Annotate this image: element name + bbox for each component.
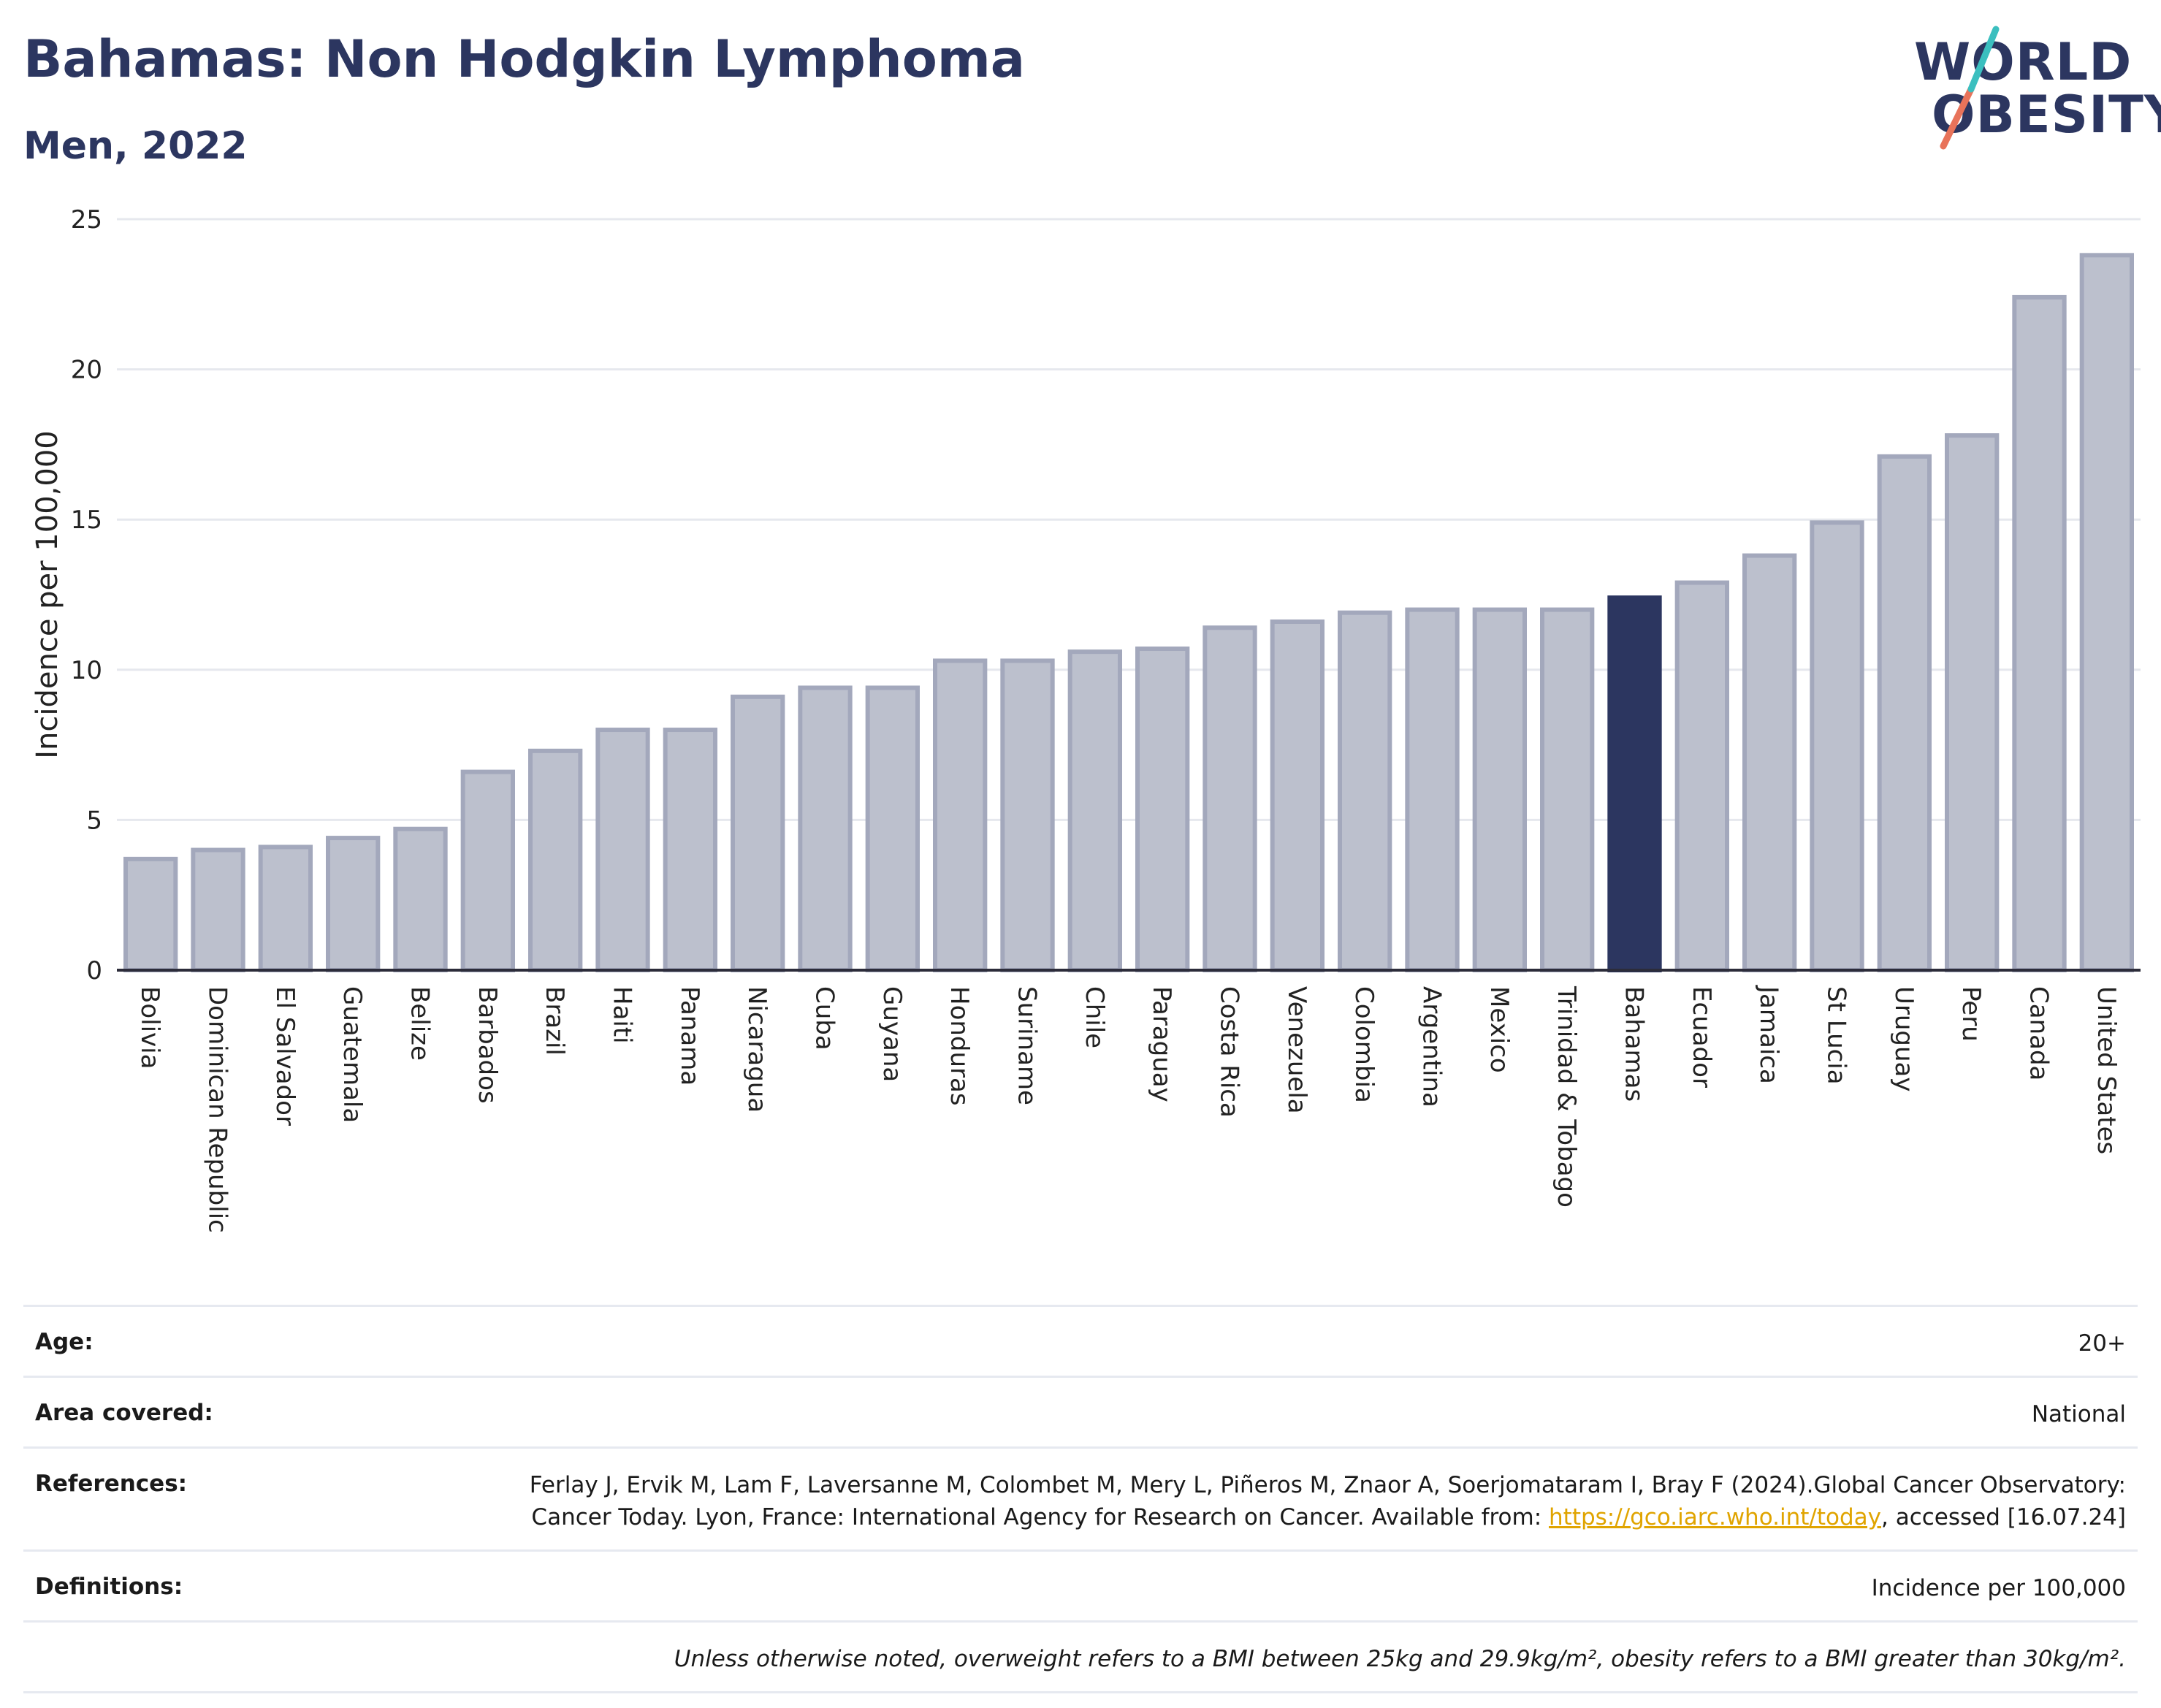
bar-bolivia xyxy=(123,856,178,972)
x-tick-label: Jamaica xyxy=(1754,985,1783,1084)
x-tick-label: Bahamas xyxy=(1620,986,1649,1102)
bar-st-lucia xyxy=(1810,520,1864,972)
bar-nicaragua xyxy=(731,694,785,972)
x-tick-label: Dominican Republic xyxy=(203,986,232,1233)
logo-line-1: WORLD xyxy=(1914,32,2133,92)
x-tick-label: Venezuela xyxy=(1282,986,1311,1114)
x-tick-label: Uruguay xyxy=(1889,986,1918,1092)
bar-mexico xyxy=(1472,607,1527,972)
x-tick-label: Mexico xyxy=(1485,986,1514,1073)
bar-argentina xyxy=(1405,607,1460,972)
age-label: Age: xyxy=(35,1329,94,1355)
x-tick-label: Brazil xyxy=(540,986,569,1056)
y-tick-label: 25 xyxy=(71,205,102,235)
x-tick-label: Chile xyxy=(1080,986,1109,1048)
bar-united-states xyxy=(2079,253,2134,972)
bar-chart: 0 5 10 15 20 25 Incidence per 100,000 Bolivia Do… xyxy=(31,205,2141,1233)
bar-ecuador xyxy=(1674,580,1729,972)
page-title: Bahamas: Non Hodgkin Lymphoma xyxy=(23,29,1026,89)
bar-dominican-republic xyxy=(191,847,245,973)
bar-jamaica xyxy=(1742,553,1797,972)
x-tick-label: Suriname xyxy=(1013,986,1042,1105)
bar-colombia xyxy=(1338,610,1392,972)
bar-guyana xyxy=(865,685,920,972)
x-tick-label: Ecuador xyxy=(1687,986,1716,1088)
meta-row-definitions: Definitions: Incidence per 100,000 xyxy=(23,1549,2138,1620)
bar-suriname xyxy=(1000,658,1055,972)
y-tick-label: 0 xyxy=(86,956,102,985)
x-tick-label: Haiti xyxy=(608,986,637,1044)
meta-row-age: Age: 20+ xyxy=(23,1305,2138,1376)
x-tick-label: United States xyxy=(2092,986,2121,1154)
bar-el-salvador xyxy=(258,845,313,972)
x-tick-label: Honduras xyxy=(945,986,974,1106)
meta-row-area: Area covered: National xyxy=(23,1376,2138,1446)
bar-peru xyxy=(1945,433,2000,972)
y-tick-label: 5 xyxy=(86,806,102,835)
references-label: References: xyxy=(35,1471,188,1497)
bar-haiti xyxy=(595,728,650,972)
x-tick-label: Paraguay xyxy=(1147,986,1176,1102)
bar-bahamas xyxy=(1607,595,1662,972)
references-accessed: , accessed [16.07.24] xyxy=(1880,1504,2126,1530)
bar-cuba xyxy=(798,685,853,972)
x-tick-label: Belize xyxy=(405,986,435,1061)
y-tick-label: 10 xyxy=(71,656,102,685)
x-tick-label: Argentina xyxy=(1417,986,1447,1107)
bar-chile xyxy=(1067,649,1122,972)
x-tick-label: Costa Rica xyxy=(1215,986,1244,1118)
metadata-table: Age: 20+ Area covered: National Referenc… xyxy=(23,1305,2138,1693)
bar-panama xyxy=(663,728,717,972)
world-obesity-logo: WORLD OBESITY xyxy=(1899,22,2161,153)
bar-honduras xyxy=(933,658,988,972)
bar-belize xyxy=(393,826,448,972)
meta-row-references: References: Ferlay J, Ervik M, Lam F, La… xyxy=(23,1446,2138,1549)
meta-row-note: Unless otherwise noted, overweight refer… xyxy=(23,1620,2138,1693)
logo-slash-icon xyxy=(1940,26,2000,150)
bar-canada xyxy=(2012,294,2067,972)
bar-brazil xyxy=(528,748,583,972)
bar-guatemala xyxy=(326,836,381,973)
references-text: Ferlay J, Ervik M, Lam F, Laversanne M, … xyxy=(529,1472,2126,1530)
x-tick-label: Peru xyxy=(1956,986,1986,1042)
area-label: Area covered: xyxy=(35,1400,213,1426)
definitions-label: Definitions: xyxy=(35,1574,183,1600)
y-axis-label: Incidence per 100,000 xyxy=(31,430,64,759)
x-tick-label: Bolivia xyxy=(135,986,164,1069)
x-tick-label: St Lucia xyxy=(1822,986,1851,1085)
bar-venezuela xyxy=(1270,619,1325,972)
references-link[interactable]: https://gco.iarc.who.int/today xyxy=(1549,1504,1881,1530)
bar-costa-rica xyxy=(1203,625,1257,972)
page-subtitle: Men, 2022 xyxy=(23,124,248,168)
x-tick-label: El Salvador xyxy=(270,986,300,1126)
bmi-note: Unless otherwise noted, overweight refer… xyxy=(674,1646,2126,1672)
x-tick-label: Cuba xyxy=(810,986,839,1051)
x-tick-label: Trinidad & Tobago xyxy=(1552,985,1581,1208)
age-value: 20+ xyxy=(2078,1330,2126,1357)
definitions-value: Incidence per 100,000 xyxy=(1871,1575,2126,1601)
bar-paraguay xyxy=(1135,647,1190,972)
x-tick-label: Nicaragua xyxy=(742,986,771,1113)
area-value: National xyxy=(2031,1401,2126,1427)
bar-barbados xyxy=(460,769,515,973)
bar-trinidad-tobago xyxy=(1540,607,1595,972)
x-tick-label: Guatemala xyxy=(338,986,367,1123)
y-tick-label: 20 xyxy=(71,356,102,385)
x-tick-label: Panama xyxy=(675,986,704,1086)
x-tick-label: Colombia xyxy=(1349,986,1379,1103)
x-tick-label: Barbados xyxy=(473,986,502,1104)
references-value: Ferlay J, Ervik M, Lam F, Laversanne M, … xyxy=(446,1449,2138,1549)
bar-uruguay xyxy=(1877,454,1932,972)
x-tick-label: Guyana xyxy=(877,986,907,1082)
x-tick-label: Canada xyxy=(2024,986,2054,1080)
y-tick-label: 15 xyxy=(71,506,102,535)
